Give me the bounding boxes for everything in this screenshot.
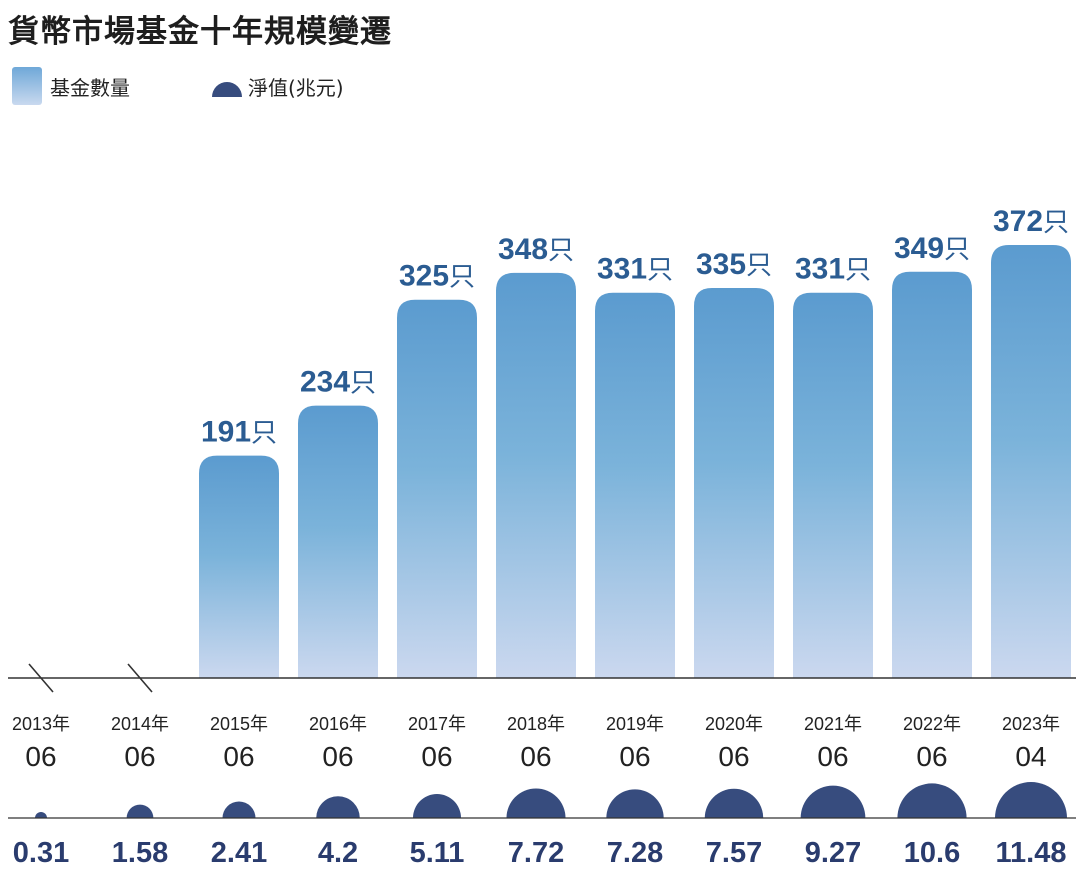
x-tick-month-8: 06 <box>817 741 848 772</box>
x-tick-year-3: 2016年 <box>309 714 367 734</box>
bar-value-label-8: 331只 <box>795 253 871 286</box>
nav-value-label-1: 1.58 <box>112 837 168 869</box>
bar-value-label-9: 349只 <box>894 232 970 265</box>
nav-dome-2 <box>222 801 256 818</box>
bar-value-label-10: 372只 <box>993 205 1069 238</box>
bars-group <box>199 244 1071 678</box>
nav-value-label-8: 9.27 <box>805 837 861 869</box>
x-tick-month-1: 06 <box>124 741 155 772</box>
nav-value-label-7: 7.57 <box>706 837 762 869</box>
x-tick-year-1: 2014年 <box>111 714 169 734</box>
bar-8 <box>793 292 873 678</box>
legend-label-nav: 淨值(兆元) <box>248 75 344 100</box>
x-tick-month-10: 04 <box>1015 741 1046 772</box>
x-tick-month-7: 06 <box>718 741 749 772</box>
bar-value-label-3: 234只 <box>300 366 376 399</box>
missing-marker-0 <box>28 663 54 693</box>
nav-value-label-0: 0.31 <box>13 837 69 869</box>
x-tick-month-5: 06 <box>520 741 551 772</box>
bar-labels-group: 191只 234只 325只 348只 331只 335只 331只 349只 372只 <box>201 205 1069 449</box>
legend-label-fund-count: 基金數量 <box>50 75 130 100</box>
x-tick-month-9: 06 <box>916 741 947 772</box>
x-tick-year-8: 2021年 <box>804 714 862 734</box>
x-tick-year-4: 2017年 <box>408 714 466 734</box>
bar-value-label-7: 335只 <box>696 248 772 281</box>
nav-value-label-6: 7.28 <box>607 837 663 869</box>
legend-swatch-dome <box>212 81 242 97</box>
x-tick-year-10: 2023年 <box>1002 714 1060 734</box>
nav-dome-9 <box>897 783 967 818</box>
bar-6 <box>595 292 675 678</box>
x-tick-year-6: 2019年 <box>606 714 664 734</box>
bar-9 <box>892 271 972 678</box>
x-tick-year-7: 2020年 <box>705 714 763 734</box>
x-tick-year-2: 2015年 <box>210 714 268 734</box>
legend-swatch-bar <box>12 67 42 105</box>
nav-domes-group <box>35 782 1067 818</box>
nav-dome-7 <box>704 788 764 818</box>
x-tick-year-9: 2022年 <box>903 714 961 734</box>
x-tick-month-0: 06 <box>25 741 56 772</box>
bar-3 <box>298 405 378 678</box>
nav-dome-4 <box>412 794 462 818</box>
nav-value-label-5: 7.72 <box>508 837 564 869</box>
nav-dome-6 <box>606 789 664 818</box>
x-tick-month-4: 06 <box>421 741 452 772</box>
x-tick-year-5: 2018年 <box>507 714 565 734</box>
missing-markers-group <box>28 663 153 693</box>
x-tick-month-6: 06 <box>619 741 650 772</box>
nav-value-label-10: 11.48 <box>996 837 1067 869</box>
x-tick-year-0: 2013年 <box>12 714 70 734</box>
legend-item-fund-count: 基金數量 <box>12 66 130 106</box>
nav-value-label-3: 4.2 <box>318 837 358 869</box>
nav-dome-0 <box>35 812 47 818</box>
nav-value-label-9: 10.6 <box>904 837 960 869</box>
bar-5 <box>496 272 576 678</box>
bar-value-label-4: 325只 <box>399 260 475 293</box>
missing-marker-1 <box>127 663 153 693</box>
nav-value-label-2: 2.41 <box>211 837 267 869</box>
nav-dome-5 <box>506 788 566 818</box>
x-labels-group: 2013年 06 2014年 06 2015年 06 2016年 06 2017年 06 2018年… <box>12 714 1060 772</box>
bar-value-label-2: 191只 <box>201 416 277 449</box>
bar-value-label-5: 348只 <box>498 233 574 266</box>
nav-labels-group: 0.31 1.58 2.41 4.2 5.11 7.72 7.28 7.57 9.27 10.6 1… <box>13 837 1067 869</box>
bar-value-label-6: 331只 <box>597 253 673 286</box>
nav-dome-10 <box>995 782 1067 818</box>
bar-4 <box>397 299 477 678</box>
nav-dome-8 <box>800 785 866 818</box>
x-tick-month-2: 06 <box>223 741 254 772</box>
bar-7 <box>694 288 774 678</box>
nav-dome-3 <box>316 796 360 818</box>
legend-item-nav: 淨值(兆元) <box>212 66 344 106</box>
bar-2 <box>199 455 279 678</box>
chart-title: 貨幣市場基金十年規模變遷 <box>8 14 392 50</box>
nav-dome-1 <box>126 804 154 818</box>
nav-value-label-4: 5.11 <box>410 837 465 869</box>
x-tick-month-3: 06 <box>322 741 353 772</box>
bar-10 <box>991 244 1071 678</box>
